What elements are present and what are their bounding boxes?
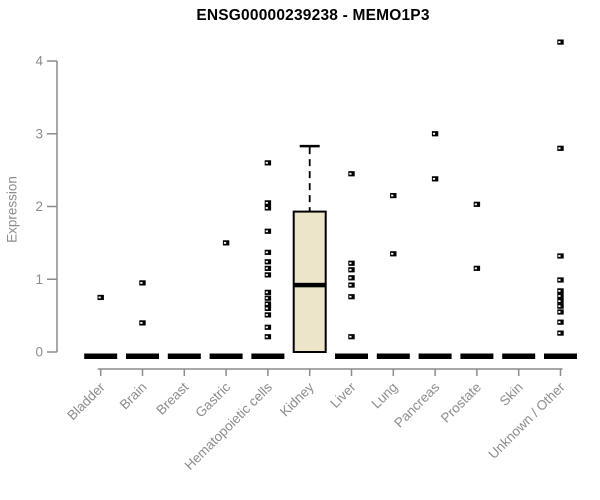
outlier-point-slit	[223, 241, 227, 244]
flat-box-skin	[502, 353, 536, 359]
outlier-point-slit	[265, 291, 268, 294]
outlier-point-slit	[140, 322, 143, 324]
outlier-point-slit	[391, 252, 394, 255]
outlier-point-slit	[265, 260, 268, 263]
outlier-point-slit	[98, 296, 101, 299]
outlier-point-slit	[474, 203, 477, 206]
outlier-point-slit	[558, 295, 561, 297]
x-category-label: Lung	[369, 380, 401, 412]
y-tick-label: 1	[35, 272, 43, 287]
outlier-point-slit	[265, 273, 268, 276]
outlier-point-slit	[558, 41, 561, 43]
outlier-point-slit	[140, 281, 143, 284]
box-kidney	[292, 210, 327, 353]
outlier-point-slit	[432, 177, 436, 180]
flat-box-gastric	[209, 353, 243, 359]
flat-box-pancreas	[418, 353, 452, 359]
outlier-point-slit	[349, 268, 352, 271]
x-category-label: Skin	[497, 380, 526, 409]
outlier-point-slit	[391, 194, 394, 197]
chart-title: ENSG00000239238 - MEMO1P3	[196, 7, 430, 24]
x-category-label: Gastric	[192, 379, 233, 420]
outlier-point-slit	[558, 332, 561, 334]
outlier-point-slit	[474, 267, 477, 270]
x-category-label: Liver	[327, 379, 359, 411]
flat-box-prostate	[460, 353, 494, 359]
y-tick-label: 0	[35, 345, 43, 360]
x-category-label: Pancreas	[391, 379, 442, 430]
outlier-point-slit	[558, 305, 561, 308]
outlier-point-slit	[558, 300, 561, 302]
flat-box-unknown-other	[544, 353, 577, 359]
outlier-point-slit	[349, 172, 352, 175]
y-tick-label: 2	[35, 199, 43, 214]
x-category-label: Prostate	[438, 380, 484, 426]
outlier-point-slit	[265, 303, 268, 305]
outlier-point-slit	[265, 207, 268, 209]
outlier-point-slit	[265, 297, 268, 300]
x-category-label: Kidney	[277, 379, 317, 419]
flat-box-hematopoietic-cells	[251, 353, 285, 359]
outlier-point-slit	[558, 255, 561, 257]
outlier-point-slit	[349, 284, 352, 286]
outlier-point-slit	[265, 307, 268, 310]
flat-box-breast	[167, 353, 201, 359]
outlier-point-slit	[432, 132, 436, 135]
y-tick-label: 3	[35, 126, 43, 141]
x-category-label: Brain	[117, 380, 150, 413]
flat-box-bladder	[84, 353, 118, 359]
x-category-label: Bladder	[64, 379, 108, 423]
x-category-label: Unknown / Other	[485, 379, 568, 462]
outlier-point-slit	[558, 147, 561, 150]
outlier-point-slit	[349, 295, 352, 298]
outlier-point-slit	[558, 279, 561, 281]
outlier-point-slit	[265, 230, 268, 233]
outlier-point-slit	[265, 251, 268, 254]
flat-box-brain	[126, 353, 159, 359]
outlier-point-slit	[558, 321, 561, 324]
flat-box-lung	[376, 353, 410, 359]
outlier-point-slit	[265, 201, 268, 204]
outlier-point-slit	[265, 267, 268, 270]
outlier-point-slit	[349, 335, 352, 338]
outlier-point-slit	[265, 313, 268, 316]
outlier-point-slit	[265, 326, 268, 329]
outlier-point-slit	[558, 311, 561, 313]
outlier-point-slit	[265, 161, 268, 164]
outlier-point-slit	[349, 262, 352, 265]
outlier-point-slit	[558, 289, 561, 292]
outlier-point-slit	[265, 335, 268, 338]
x-category-label: Breast	[153, 379, 191, 417]
y-tick-label: 4	[35, 54, 43, 69]
outlier-point-slit	[349, 276, 352, 279]
flat-box-liver	[335, 353, 368, 359]
median-line	[293, 282, 326, 288]
